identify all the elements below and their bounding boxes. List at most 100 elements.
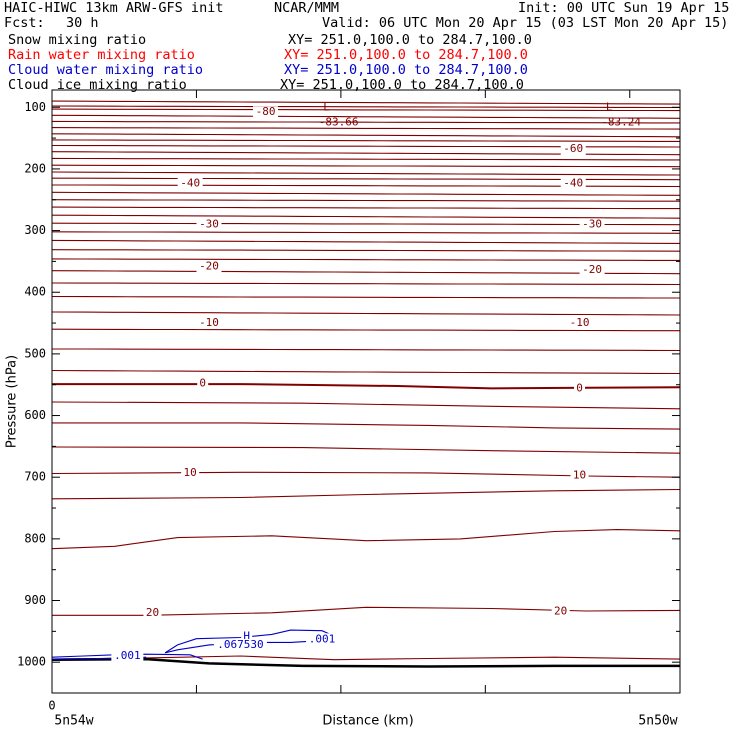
label-background — [213, 638, 267, 651]
isotherm-line — [51, 328, 680, 332]
isotherm-line — [51, 139, 680, 142]
cloud-water-label: .001 — [114, 649, 141, 662]
isotherm-label: -40 — [563, 177, 583, 190]
label-background — [111, 650, 144, 663]
y-axis-title: Pressure (hPa) — [5, 355, 20, 448]
isotherm-label: 20 — [146, 606, 159, 619]
label-background — [579, 264, 605, 277]
y-tick-label: 300 — [24, 223, 46, 237]
field-xy-cloud-water: XY= 251.0,100.0 to 284.7,100.0 — [284, 62, 528, 78]
forecast-hours: 30 h — [66, 15, 99, 31]
x-end-label-left: 5n54w — [54, 714, 93, 729]
isotherm-label: -20 — [582, 263, 602, 276]
isotherm-line — [51, 239, 681, 244]
label-background — [306, 633, 339, 646]
low-marker: L — [323, 101, 330, 114]
isotherm-label: 0 — [199, 376, 206, 389]
cloud-water-label: H — [243, 629, 250, 642]
isotherm-line — [51, 471, 681, 478]
isotherm-line — [52, 184, 681, 188]
isotherm-zero-line — [52, 383, 681, 390]
isotherm-line — [51, 100, 681, 105]
isotherm-line — [51, 151, 681, 156]
isotherm-line — [51, 214, 681, 219]
x-tick-label: 0 — [48, 699, 55, 713]
label-background — [579, 218, 605, 231]
y-tick-label: 700 — [24, 470, 46, 484]
label-background — [253, 106, 279, 119]
isotherm-label: -30 — [199, 217, 219, 230]
isotherm-line — [51, 249, 681, 252]
y-tick-label: 600 — [24, 408, 46, 422]
label-background — [551, 605, 570, 618]
isotherm-label: 0 — [576, 381, 583, 394]
isotherm-line — [51, 164, 681, 168]
isotherm-line — [51, 446, 681, 454]
cloud-water-label: .001 — [309, 632, 336, 645]
center-label: NCAR/MMM — [274, 0, 340, 16]
isotherm-line — [51, 157, 680, 161]
isotherm-line — [51, 127, 681, 130]
label-background — [196, 317, 222, 330]
field-xy-snow: XY= 251.0,100.0 to 284.7,100.0 — [288, 32, 532, 48]
init-time: Init: 00 UTC Sun 19 Apr 15 — [518, 0, 730, 16]
isotherm-line — [52, 422, 681, 430]
label-background — [241, 630, 253, 643]
isotherm-line — [51, 133, 681, 138]
terrain-line — [51, 657, 680, 668]
field-xy-cloud-ice: XY= 251.0,100.0 to 284.7,100.0 — [280, 77, 524, 93]
field-label-rain: Rain water mixing ratio — [8, 47, 195, 63]
isotherm-label: -40 — [180, 177, 200, 190]
plot-frame — [51, 89, 681, 694]
field-xy-rain: XY= 251.0,100.0 to 284.7,100.0 — [284, 47, 528, 63]
cloud-water-label: .067530 — [217, 638, 263, 651]
isotherm-label: -60 — [563, 142, 583, 155]
y-tick-label: 1000 — [17, 655, 46, 669]
label-background — [197, 377, 209, 390]
isotherm-line — [51, 282, 681, 286]
x-axis-title: Distance (km) — [322, 714, 413, 729]
label-background — [196, 218, 222, 231]
label-background — [574, 382, 586, 395]
isotherm-line — [51, 488, 681, 500]
isotherm-line — [52, 348, 681, 352]
isotherm-line — [51, 258, 680, 261]
label-background — [177, 177, 203, 190]
forecast-label: Fcst: — [4, 15, 45, 31]
field-label-cloud-ice: Cloud ice mixing ratio — [8, 77, 187, 93]
label-background — [560, 143, 586, 156]
isotherm-line — [51, 295, 680, 299]
isotherm-label: -80 — [256, 105, 276, 118]
label-background — [196, 260, 222, 273]
field-label-cloud-water: Cloud water mixing ratio — [8, 62, 204, 78]
label-background — [570, 469, 589, 482]
isotherm-line — [51, 199, 680, 202]
x-end-label-right: 5n50w — [638, 714, 677, 729]
low-marker: L — [606, 101, 613, 114]
isotherm-line — [51, 105, 680, 109]
isotherm-label: 10 — [184, 466, 197, 479]
isotherm-label: -10 — [570, 316, 590, 329]
isotherm-line — [51, 401, 681, 410]
isotherm-line — [51, 108, 681, 112]
label-background — [143, 606, 162, 619]
isotherm-label: 20 — [554, 605, 567, 618]
isotherm-line — [51, 270, 681, 275]
isotherm-line — [51, 369, 681, 375]
isotherm-line — [51, 206, 680, 210]
low-value-label: -83.66 — [319, 116, 359, 129]
isotherm-line — [51, 171, 681, 176]
isotherm-label: 10 — [573, 468, 586, 481]
isotherm-line — [51, 120, 680, 124]
field-label-snow: Snow mixing ratio — [8, 32, 147, 48]
y-tick-label: 900 — [24, 593, 46, 607]
isotherm-label: -30 — [582, 217, 602, 230]
isotherm-line — [51, 114, 681, 119]
y-tick-label: 400 — [24, 285, 46, 299]
isotherm-line — [51, 222, 681, 226]
y-tick-label: 100 — [24, 100, 46, 114]
label-background — [560, 177, 586, 190]
isotherm-line — [52, 177, 681, 181]
